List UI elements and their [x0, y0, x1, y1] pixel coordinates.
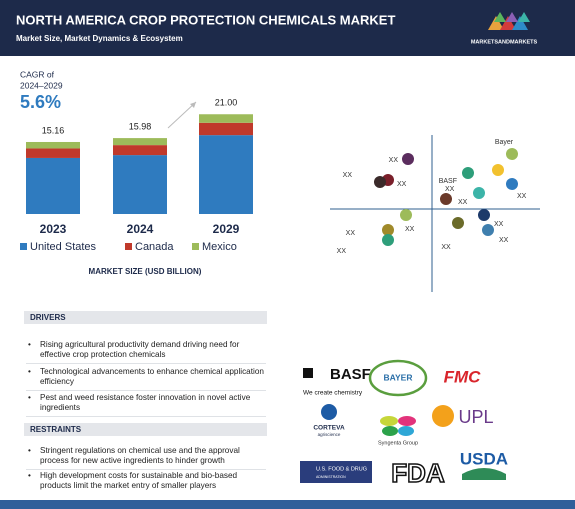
logos: BASF We create chemistry BAYER FMC CORTE… [300, 359, 508, 489]
total-label: 15.16 [42, 125, 65, 135]
logo-fda-long-sub: ADMINISTRATION [316, 475, 346, 479]
logo-basf: BASF [330, 366, 371, 383]
node-label: XX [445, 186, 455, 193]
ecosystem-node [506, 148, 518, 160]
node-label: BASF [439, 178, 457, 185]
footer-band [0, 500, 575, 509]
logo-usda: USDA [460, 449, 508, 468]
ecosystem-node [400, 209, 412, 221]
logo-bayer: BAYER [384, 372, 413, 382]
driver-item: Pest and weed resistance foster innovati… [26, 393, 266, 417]
logo-fda-long: U.S. FOOD & DRUG [316, 466, 367, 472]
logo-corteva: CORTEVA [313, 425, 345, 432]
restraint-item: Stringent regulations on chemical use an… [26, 446, 266, 470]
logo-upl: UPL [458, 407, 493, 427]
bar-segment [199, 122, 253, 136]
ecosystem-node [473, 187, 485, 199]
header-band [0, 0, 575, 56]
cagr-value: 5.6% [20, 92, 61, 112]
driver-item: Technological advancements to enhance ch… [26, 367, 266, 391]
x-tick-label: 2024 [127, 222, 154, 236]
brand-logo [488, 12, 530, 30]
node-label: XX [346, 230, 356, 237]
x-axis-label: MARKET SIZE (USD BILLION) [89, 267, 202, 276]
node-label: XX [389, 157, 399, 164]
bar-segment [26, 148, 80, 158]
legend-label: Canada [135, 241, 174, 253]
x-tick-label: 2023 [40, 222, 67, 236]
bar-segment [199, 135, 253, 214]
ecosystem-node [382, 224, 394, 236]
ecosystem-node [374, 176, 386, 188]
ecosystem-node [482, 224, 494, 236]
subtitle: Market Size, Market Dynamics & Ecosystem [16, 34, 183, 43]
growth-arrow [167, 101, 197, 129]
node-label: XX [517, 193, 527, 200]
restraint-item: High development costs for sustainable a… [26, 471, 266, 494]
bar-chart: 15.16 2023 15.98 2024 21.00 2029 United States… [20, 98, 253, 253]
bar-segment [26, 157, 80, 214]
title: NORTH AMERICA CROP PROTECTION CHEMICALS … [16, 12, 395, 27]
x-tick-label: 2029 [213, 222, 240, 236]
bar-segment [199, 114, 253, 123]
ecosystem-node [382, 234, 394, 246]
node-label: XX [499, 237, 509, 244]
total-label: 21.00 [215, 98, 238, 108]
bar-segment [113, 155, 167, 214]
ecosystem-node [452, 217, 464, 229]
brand: MARKETSANDMARKETS [471, 39, 538, 45]
cagr-label: 2024–2029 [20, 80, 63, 90]
section-heading: DRIVERS [24, 311, 267, 324]
bar-segment [113, 145, 167, 156]
logo-syngenta: Syngenta Group [378, 440, 418, 446]
legend-label: United States [30, 241, 97, 253]
bar-segment [26, 141, 80, 149]
node-label: XX [343, 172, 353, 179]
legend-label: Mexico [202, 241, 237, 253]
section-heading: RESTRAINTS [24, 423, 267, 436]
legend-swatch [20, 243, 27, 250]
logo-fmc: FMC [444, 367, 482, 386]
node-label: Bayer [495, 139, 514, 146]
logo-fda: FDA [391, 458, 445, 488]
ecosystem-node [402, 153, 414, 165]
node-label: XX [397, 181, 407, 188]
node-label: XX [494, 221, 504, 228]
total-label: 15.98 [129, 121, 152, 131]
node-label: XX [405, 226, 415, 233]
driver-item: Rising agricultural productivity demand … [26, 340, 266, 364]
ecosystem-node [478, 209, 490, 221]
logo-basf-tagline: We create chemistry [303, 390, 363, 397]
node-label: XX [458, 199, 468, 206]
ecosystem-node [506, 178, 518, 190]
arrow-head [190, 102, 196, 108]
logo-corteva-sub: agriscience [318, 432, 341, 437]
legend-swatch [192, 243, 199, 250]
cagr-label: CAGR of [20, 69, 55, 79]
node-label: XX [441, 244, 451, 251]
legend-swatch [125, 243, 132, 250]
ecosystem-node [440, 193, 452, 205]
ecosystem-node [492, 164, 504, 176]
bar-segment [113, 138, 167, 146]
node-label: XX [337, 248, 347, 255]
ecosystem-node [462, 167, 474, 179]
